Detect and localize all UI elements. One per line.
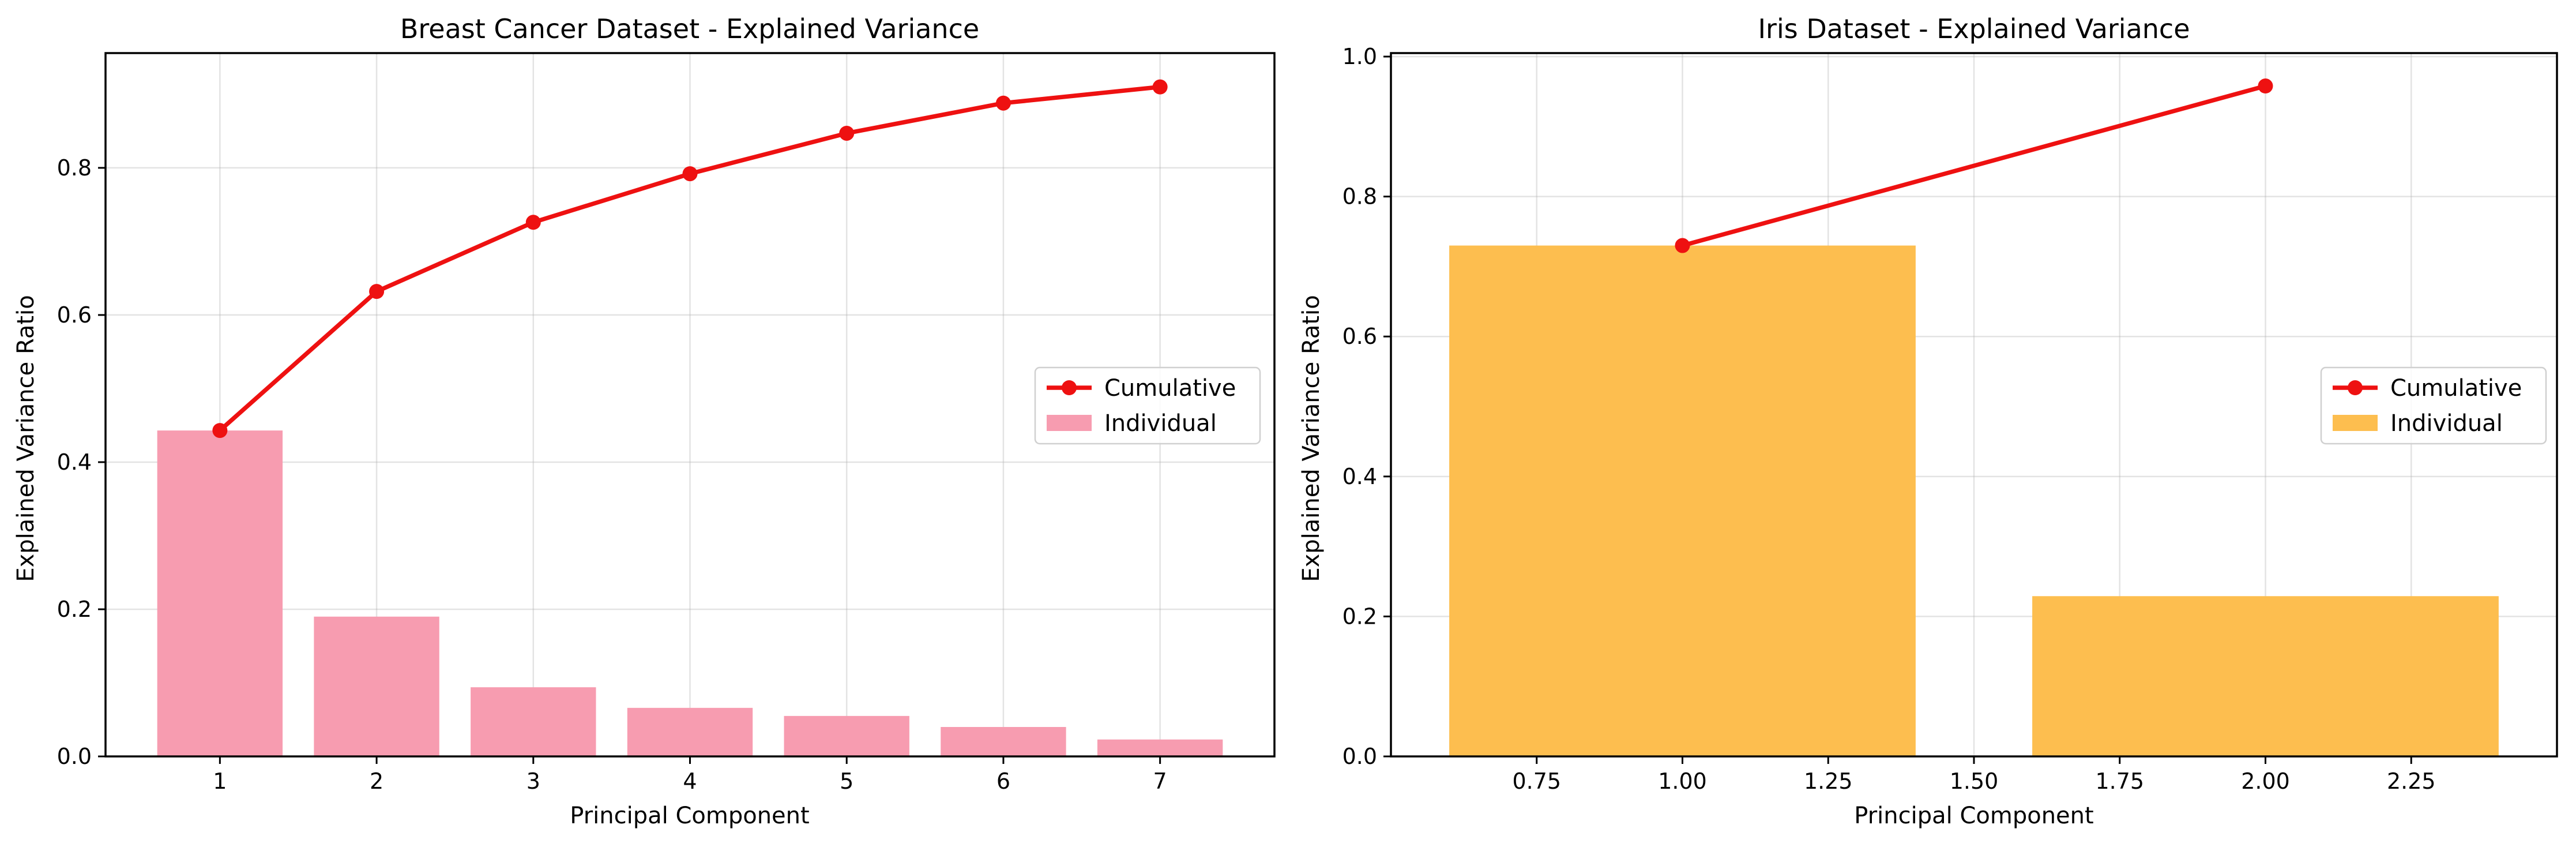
x-tick-label: 3: [527, 769, 540, 794]
y-tick-label: 0.0: [57, 744, 92, 769]
legend-label: Cumulative: [1104, 375, 1236, 402]
x-tick-label: 5: [840, 769, 853, 794]
legend-label: Individual: [2390, 410, 2503, 437]
chart-title: Iris Dataset - Explained Variance: [1758, 13, 2190, 44]
x-tick-label: 1.50: [1950, 769, 1999, 794]
bar: [784, 715, 909, 756]
y-tick-label: 0.2: [57, 597, 92, 622]
bar: [471, 687, 596, 756]
cumulative-point: [995, 95, 1011, 111]
bar: [2032, 596, 2499, 756]
bar: [627, 707, 753, 756]
y-tick-label: 0.2: [1342, 604, 1377, 629]
y-tick-label: 0.0: [1342, 744, 1377, 769]
y-tick-label: 0.8: [1342, 184, 1377, 209]
y-tick-label: 0.6: [57, 302, 92, 328]
y-tick-label: 0.8: [57, 155, 92, 181]
x-tick-label: 2.00: [2241, 769, 2290, 794]
y-axis-label: Explained Variance Ratio: [1298, 295, 1325, 582]
y-axis-label: Explained Variance Ratio: [13, 295, 39, 582]
y-tick-label: 1.0: [1342, 44, 1377, 69]
bar: [1097, 739, 1223, 756]
x-tick-label: 2.25: [2387, 769, 2436, 794]
cumulative-point: [525, 215, 541, 230]
x-tick-label: 7: [1153, 769, 1167, 794]
x-tick-label: 0.75: [1512, 769, 1561, 794]
y-tick-label: 0.6: [1342, 324, 1377, 349]
chart-iris: Iris Dataset - Explained Variance Princi…: [1298, 13, 2558, 829]
bar: [1449, 245, 1916, 756]
cumulative-point: [369, 284, 385, 299]
x-tick-label: 4: [683, 769, 697, 794]
x-tick-label: 1.75: [2095, 769, 2144, 794]
legend-label: Cumulative: [2390, 375, 2522, 402]
bar: [157, 430, 283, 756]
x-axis-label: Principal Component: [570, 803, 809, 829]
x-tick-label: 2: [370, 769, 383, 794]
y-tick-label: 0.4: [1342, 464, 1377, 489]
legend-bar-swatch: [2333, 415, 2378, 431]
legend-marker: [2348, 380, 2363, 395]
y-tick-label: 0.4: [57, 449, 92, 475]
legend-label: Individual: [1104, 410, 1217, 437]
x-tick-label: 6: [996, 769, 1010, 794]
x-tick-label: 1: [213, 769, 227, 794]
legend-bar-swatch: [1047, 415, 1092, 431]
cumulative-point: [212, 423, 228, 439]
chart-title: Breast Cancer Dataset - Explained Varian…: [400, 13, 979, 44]
x-tick-label: 1.00: [1658, 769, 1707, 794]
chart-breast-cancer: Breast Cancer Dataset - Explained Varian…: [13, 13, 1276, 829]
bar: [941, 726, 1066, 756]
cumulative-point: [2258, 78, 2273, 94]
cumulative-point: [682, 166, 698, 182]
bar: [314, 616, 439, 756]
legend-marker: [1062, 380, 1077, 395]
cumulative-point: [1675, 238, 1690, 253]
cumulative-line: [1682, 84, 2266, 248]
x-tick-label: 1.25: [1804, 769, 1853, 794]
cumulative-point: [839, 125, 855, 141]
x-axis-label: Principal Component: [1854, 803, 2093, 829]
legend: Cumulative Individual: [1034, 366, 1261, 445]
cumulative-point: [1152, 79, 1168, 95]
legend: Cumulative Individual: [2320, 366, 2547, 445]
